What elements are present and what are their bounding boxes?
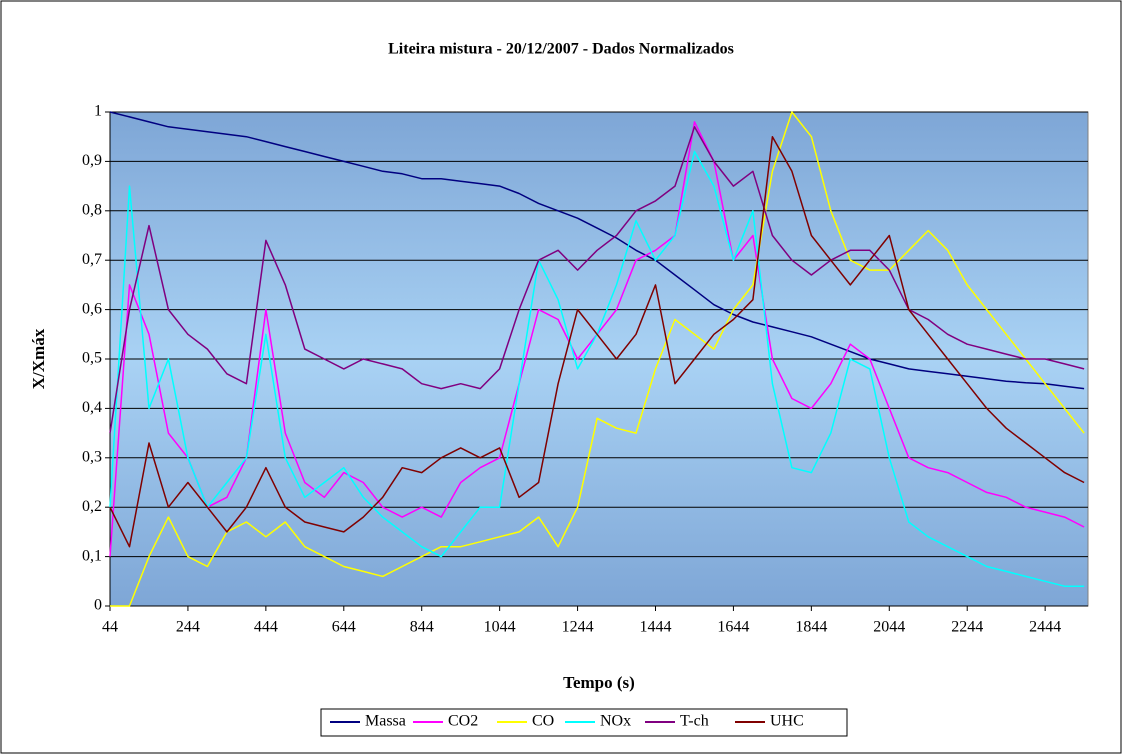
series-line (110, 111, 1085, 607)
x-tick-label: 844 (410, 619, 434, 636)
x-tick-label: 2444 (1029, 619, 1061, 636)
y-tick-label: 0,3 (82, 448, 102, 465)
y-tick-label: 0,5 (82, 350, 102, 367)
legend-label: T-ch (680, 713, 709, 730)
y-tick-label: 0,2 (82, 498, 102, 515)
x-tick-label: 1444 (639, 619, 671, 636)
y-tick-label: 0,8 (82, 201, 102, 218)
y-tick-label: 0,7 (82, 251, 102, 268)
legend-label: NOx (600, 713, 631, 730)
x-tick-label: 1244 (562, 619, 594, 636)
y-tick-label: 0,9 (82, 152, 102, 169)
chart-title: Liteira mistura - 20/12/2007 - Dados Nor… (388, 41, 734, 58)
series-line (109, 126, 1085, 434)
y-tick-label: 0,1 (82, 547, 102, 564)
series-line (109, 111, 1085, 390)
y-tick-label: 0,4 (82, 399, 102, 416)
y-axis-title: X/Xmáx (29, 328, 48, 389)
legend-label: CO (532, 713, 554, 730)
y-tick-label: 1 (94, 103, 102, 120)
x-tick-label: 644 (332, 619, 356, 636)
legend-label: CO2 (448, 713, 478, 730)
series-line (109, 135, 1085, 548)
y-tick-label: 0,6 (82, 300, 102, 317)
x-tick-label: 244 (176, 619, 200, 636)
x-tick-label: 1644 (717, 619, 749, 636)
x-tick-label: 44 (102, 619, 118, 636)
x-tick-label: 2244 (951, 619, 983, 636)
y-tick-label: 0 (94, 597, 102, 614)
x-tick-label: 444 (254, 619, 278, 636)
x-axis-title: Tempo (s) (563, 673, 635, 692)
legend-label: UHC (770, 713, 804, 730)
x-tick-label: 2044 (873, 619, 905, 636)
x-tick-label: 1844 (795, 619, 827, 636)
legend-label: Massa (365, 713, 406, 730)
x-tick-label: 1044 (484, 619, 516, 636)
